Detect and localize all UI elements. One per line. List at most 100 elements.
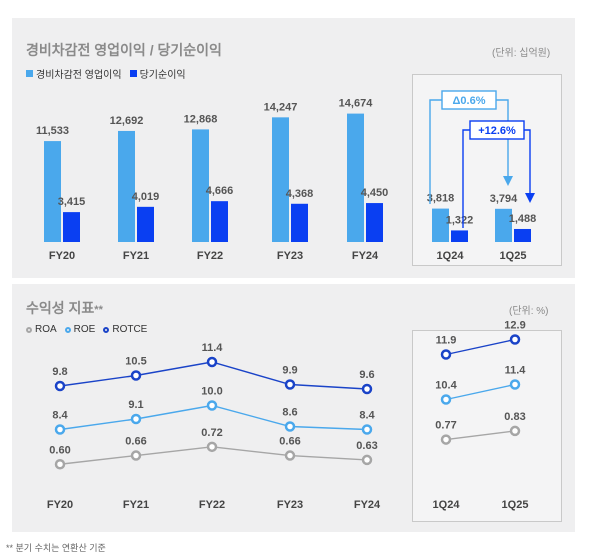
footnote: ** 분기 수치는 연환산 기준 xyxy=(6,543,106,553)
profitability-legend: ROA ROE ROTCE xyxy=(26,324,147,335)
annual-tick-FY21: FY21 xyxy=(123,250,149,262)
annual-value-label-roe-FY24: 8.4 xyxy=(359,410,375,422)
arrow-operating-end xyxy=(496,99,509,178)
earnings-legend: 경비차감전 영업이익 당기순이익 xyxy=(26,66,186,81)
annual-value-label-operating-FY21: 12,692 xyxy=(110,115,144,127)
quarter-value-label-roa-1Q24: 0.77 xyxy=(435,420,456,432)
arrow-net-start xyxy=(462,129,470,228)
annual-bar-net-FY20 xyxy=(63,212,80,242)
annotation-label-operating: Δ0.6% xyxy=(453,95,486,107)
legend-label-roe: ROE xyxy=(73,324,96,335)
annual-point-roe-FY24 xyxy=(361,424,373,435)
annual-value-label-rotce-FY23: 9.9 xyxy=(282,365,297,377)
quarter-value-label-rotce-1Q25: 12.9 xyxy=(504,320,525,332)
legend-swatch-net-income xyxy=(129,70,137,77)
annual-value-label-rotce-FY22: 11.4 xyxy=(202,342,224,354)
quarter-bar-operating-1Q24 xyxy=(432,208,449,242)
annual-bar-net-FY23 xyxy=(291,203,308,242)
annual-tick-FY21: FY21 xyxy=(123,499,149,511)
legend-item-roa: ROA xyxy=(26,324,57,335)
annotation-label-net: +12.6% xyxy=(478,125,516,137)
quarter-point-roa-1Q24 xyxy=(440,434,452,445)
profitability-panel: 수익성 지표** (단위: %) ROA ROE ROTCE xyxy=(12,284,575,532)
legend-marker-roe xyxy=(64,326,71,333)
annual-value-label-net-FY22: 4,666 xyxy=(206,185,234,197)
legend-item-rotce: ROTCE xyxy=(103,324,147,335)
annual-value-label-rotce-FY21: 10.5 xyxy=(125,356,146,368)
annual-value-label-roa-FY23: 0.66 xyxy=(279,436,300,448)
annual-tick-FY23: FY23 xyxy=(277,499,303,511)
legend-label-operating-income: 경비차감전 영업이익 xyxy=(36,70,122,81)
quarter-value-label-operating-1Q25: 3,794 xyxy=(490,193,518,205)
quarter-tick-1Q24: 1Q24 xyxy=(437,250,465,262)
annual-bar-operating-FY24 xyxy=(347,113,364,242)
quarterly-profitability-box xyxy=(412,330,562,522)
annual-value-label-roe-FY21: 9.1 xyxy=(128,399,143,411)
quarter-point-rotce-1Q25 xyxy=(509,334,521,345)
annual-bar-operating-FY20 xyxy=(44,141,61,242)
annual-point-rotce-FY23 xyxy=(284,379,296,390)
arrow-net-end xyxy=(524,129,531,195)
annual-bar-operating-FY21 xyxy=(118,130,135,242)
legend-swatch-operating-income xyxy=(26,70,33,77)
annual-value-label-operating-FY24: 14,674 xyxy=(339,98,374,110)
annual-value-label-roa-FY20: 0.60 xyxy=(49,444,70,456)
annual-point-roa-FY21 xyxy=(130,450,142,461)
quarter-value-label-roa-1Q25: 0.83 xyxy=(504,411,525,423)
quarter-value-label-roe-1Q25: 11.4 xyxy=(505,365,527,377)
annual-value-label-operating-FY23: 14,247 xyxy=(264,101,298,113)
quarter-point-rotce-1Q24 xyxy=(440,349,452,360)
legend-item-roe: ROE xyxy=(64,324,96,335)
annual-point-roe-FY20 xyxy=(54,424,66,435)
annual-point-rotce-FY21 xyxy=(130,370,142,381)
annual-point-roa-FY20 xyxy=(54,459,66,470)
annual-value-label-roe-FY23: 8.6 xyxy=(282,407,297,419)
annual-value-label-net-FY23: 4,368 xyxy=(286,188,314,200)
annual-tick-FY23: FY23 xyxy=(277,250,303,262)
annual-bar-operating-FY23 xyxy=(272,117,289,242)
quarter-value-label-rotce-1Q24: 11.9 xyxy=(436,335,457,347)
quarter-value-label-net-1Q25: 1,488 xyxy=(509,213,537,225)
legend-marker-roa xyxy=(26,326,32,333)
annual-value-label-rotce-FY24: 9.6 xyxy=(359,369,374,381)
annual-point-rotce-FY24 xyxy=(361,383,373,395)
annual-value-label-net-FY24: 4,450 xyxy=(361,187,389,199)
annual-value-label-roa-FY21: 0.66 xyxy=(125,436,146,448)
quarter-point-roa-1Q25 xyxy=(509,425,521,437)
annual-value-label-net-FY21: 4,019 xyxy=(132,191,160,203)
quarter-value-label-net-1Q24: 1,322 xyxy=(446,214,474,226)
annual-tick-FY24: FY24 xyxy=(352,250,379,262)
annual-point-roe-FY21 xyxy=(130,413,142,425)
annual-value-label-roa-FY24: 0.63 xyxy=(356,440,377,452)
quarter-point-roe-1Q24 xyxy=(440,394,452,405)
quarter-line-roa xyxy=(445,430,516,441)
annual-value-label-operating-FY20: 11,533 xyxy=(36,125,69,137)
arrow-operating-start xyxy=(429,99,442,204)
quarter-tick-1Q24: 1Q24 xyxy=(433,499,461,511)
annual-value-label-operating-FY22: 12,868 xyxy=(184,113,218,125)
legend-label-roa: ROA xyxy=(35,324,57,335)
legend-label-rotce: ROTCE xyxy=(112,324,148,335)
annual-value-label-rotce-FY20: 9.8 xyxy=(52,366,67,378)
earnings-unit: (단위: 십억원) xyxy=(492,48,551,59)
annual-bar-net-FY21 xyxy=(137,206,154,242)
annual-point-roe-FY23 xyxy=(284,421,296,432)
arrowhead-operating xyxy=(503,176,513,186)
legend-marker-rotce xyxy=(103,326,110,333)
annual-point-roa-FY22 xyxy=(206,441,218,453)
quarter-tick-1Q25: 1Q25 xyxy=(502,499,529,511)
annual-value-label-roe-FY22: 10.0 xyxy=(201,386,222,398)
annual-point-roa-FY24 xyxy=(361,454,373,466)
annual-tick-FY20: FY20 xyxy=(49,250,75,262)
annual-value-label-roa-FY22: 0.72 xyxy=(201,427,222,439)
quarter-line-roe xyxy=(445,383,516,401)
earnings-title: 경비차감전 영업이익 / 당기순이익 xyxy=(26,42,222,58)
profitability-title-text: 수익성 지표 xyxy=(26,300,95,316)
annual-point-rotce-FY20 xyxy=(54,380,66,392)
annual-tick-FY24: FY24 xyxy=(354,499,381,511)
annual-value-label-roe-FY20: 8.4 xyxy=(52,410,68,422)
profitability-title-mark: ** xyxy=(94,304,103,316)
profitability-unit: (단위: %) xyxy=(509,306,549,317)
legend-item-net-income: 당기순이익 xyxy=(129,66,186,81)
